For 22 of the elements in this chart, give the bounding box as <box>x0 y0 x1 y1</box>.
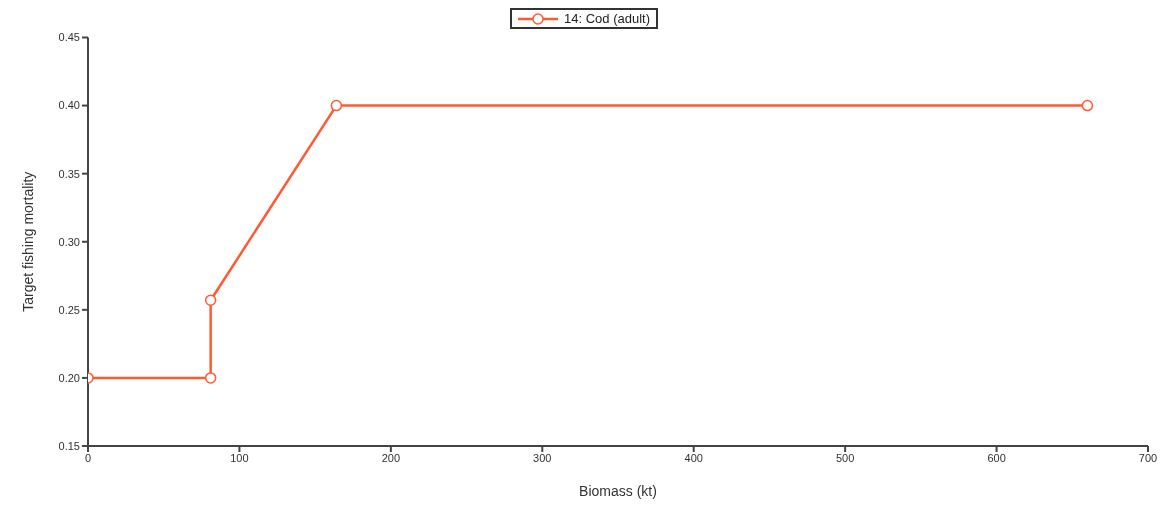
x-tick-label: 600 <box>987 451 1006 464</box>
x-tick-label: 300 <box>533 451 552 464</box>
point <box>204 372 217 384</box>
point <box>1081 99 1094 112</box>
y-tick-label: 0.35 <box>58 167 80 180</box>
point <box>330 99 343 112</box>
legend-label: 14: Cod (adult) <box>563 11 650 26</box>
x-tick-label: 400 <box>684 451 703 464</box>
y-tick-label: 0.30 <box>58 235 80 248</box>
x-tick-label: 200 <box>381 451 401 464</box>
x-tick-label: 500 <box>835 451 855 464</box>
x-axis-title: Biomass (kt) <box>579 483 657 499</box>
y-tick-label: 0.15 <box>58 439 80 452</box>
y-axis-title: Target fishing mortality <box>19 171 36 312</box>
x-tick-label: 0 <box>84 451 92 464</box>
y-tick-label: 0.40 <box>58 99 80 112</box>
x-tick-label: 100 <box>230 451 249 464</box>
y-tick-label: 0.45 <box>58 31 80 44</box>
point <box>204 294 217 307</box>
x-tick-label: 700 <box>1138 451 1158 464</box>
y-tick-label: 0.25 <box>58 303 80 316</box>
y-tick-label: 0.20 <box>58 371 80 384</box>
